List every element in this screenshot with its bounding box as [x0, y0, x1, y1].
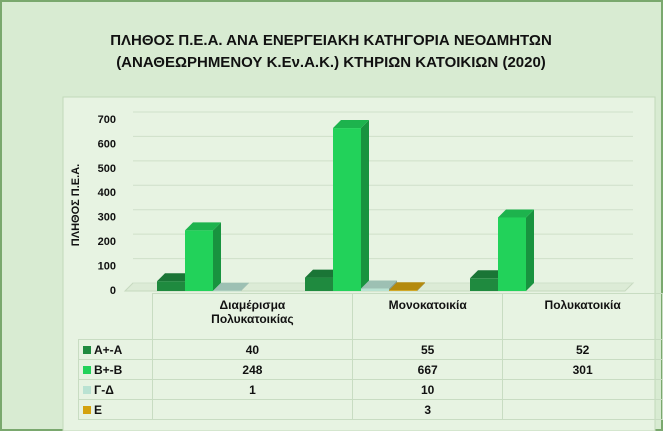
bar-top — [498, 209, 534, 218]
y-tick-label: 700 — [98, 114, 116, 126]
table-row: Γ-Δ 1 10 — [78, 379, 663, 400]
y-tick-label: 100 — [98, 260, 116, 272]
table-row: Β+-Β 248 667 301 — [78, 359, 663, 380]
x-tick-label: Μονοκατοικία — [352, 293, 504, 340]
table-value: 667 — [352, 359, 504, 380]
table-value: 55 — [352, 339, 504, 360]
y-tick-label: 600 — [98, 138, 116, 150]
bar — [389, 290, 417, 291]
bar-top — [157, 273, 193, 282]
chart-title: (ΑΝΑΘΕΩΡΗΜΕΝΟΥ Κ.Εν.Α.Κ.) ΚΤΗΡΙΩΝ ΚΑΤΟΙΚ… — [116, 54, 546, 71]
legend-label: Ε — [94, 402, 103, 417]
bar-top — [361, 280, 397, 289]
x-tick-label: Διαμέρισμα Πολυκατοικίας — [151, 293, 354, 340]
chart-title: ΠΛΗΘΟΣ Π.Ε.Α. ΑΝΑ ΕΝΕΡΓΕΙΑΚΗ ΚΑΤΗΓΟΡΙΑ Ν… — [110, 32, 552, 49]
bar-top — [185, 222, 221, 231]
y-tick-label: 0 — [110, 285, 116, 297]
y-tick-label: 200 — [98, 236, 116, 248]
bar — [213, 290, 241, 292]
table-value: 3 — [352, 399, 504, 420]
table-value — [151, 399, 354, 420]
legend-item: Α+-Α — [78, 339, 153, 360]
table-corner — [78, 293, 153, 340]
data-table: Διαμέρισμα Πολυκατοικίας Μονοκατοικία Πολυ… — [78, 293, 663, 420]
bar-side — [241, 282, 249, 291]
table-value — [502, 379, 663, 400]
bar-side — [526, 209, 534, 291]
legend-swatch — [83, 365, 91, 374]
bar — [361, 288, 389, 291]
bar — [185, 230, 213, 291]
legend-swatch — [83, 405, 91, 414]
table-value — [502, 399, 663, 420]
bar — [333, 128, 361, 291]
table-value: 301 — [502, 359, 663, 380]
bar — [498, 217, 526, 291]
bar-side — [213, 222, 221, 291]
bar-side — [361, 120, 369, 291]
legend-swatch — [83, 345, 91, 354]
legend-swatch — [83, 385, 91, 394]
legend-label: Α+-Α — [94, 342, 123, 357]
table-value: 52 — [502, 339, 663, 360]
bar-side — [417, 282, 425, 291]
bar — [470, 278, 498, 291]
bar-top — [333, 120, 369, 129]
table-row: Α+-Α 40 55 52 — [78, 339, 663, 360]
table-header-row: Διαμέρισμα Πολυκατοικίας Μονοκατοικία Πολυ… — [78, 293, 663, 340]
x-tick-label: Πολυκατοικία — [502, 293, 663, 340]
table-value: 40 — [151, 339, 354, 360]
legend-label: Β+-Β — [94, 362, 123, 377]
legend-item: Γ-Δ — [78, 379, 153, 400]
bar — [305, 277, 333, 291]
y-axis-label: ΠΛΗΘΟΣ Π.Ε.Α. — [70, 164, 82, 246]
legend-label: Γ-Δ — [94, 382, 114, 397]
table-value: 1 — [151, 379, 354, 400]
y-tick-label: 300 — [98, 212, 116, 224]
table-value: 248 — [151, 359, 354, 380]
y-tick-label: 400 — [98, 187, 116, 199]
table-value: 10 — [352, 379, 504, 400]
bar-top — [213, 282, 249, 291]
bar-top — [305, 269, 341, 278]
legend-item: Ε — [78, 399, 153, 420]
bar-top — [470, 270, 506, 279]
legend-item: Β+-Β — [78, 359, 153, 380]
y-tick-label: 500 — [98, 163, 116, 175]
bar — [157, 281, 185, 291]
bar-top — [389, 282, 425, 291]
